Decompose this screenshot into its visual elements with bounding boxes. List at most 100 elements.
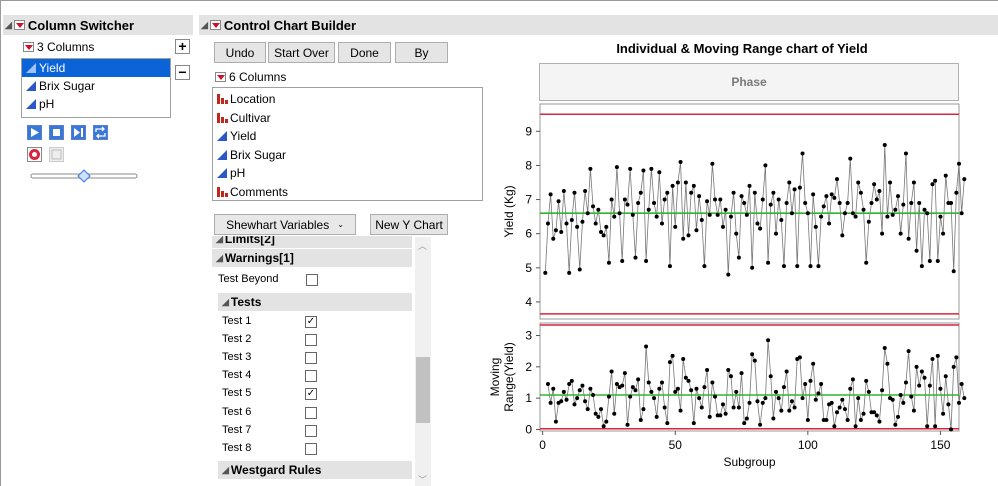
individual-point (824, 194, 829, 199)
test-checkbox[interactable] (305, 370, 317, 383)
column-switcher-item[interactable]: Brix Sugar (22, 77, 170, 95)
test-label: Test 4 (222, 369, 252, 382)
x-tick-label: 50 (669, 438, 683, 452)
warnings-header[interactable]: ◢ Warnings[1] (212, 249, 412, 267)
test-checkbox[interactable] (305, 334, 317, 347)
builder-column-item[interactable]: Cultivar (213, 109, 482, 128)
column-switcher-header[interactable]: ◢ Column Switcher (3, 15, 193, 35)
moving-range-point (628, 394, 633, 399)
scrollbar-thumb[interactable] (416, 357, 430, 423)
individual-point (583, 189, 588, 194)
save-button[interactable] (49, 147, 64, 162)
moving-range-point (805, 418, 810, 423)
record-button[interactable] (27, 147, 42, 162)
individual-point (938, 214, 943, 219)
properties-scrollbar[interactable]: ︿ ﹀ (415, 237, 431, 486)
stop-icon (53, 129, 60, 136)
new-y-chart-button[interactable]: New Y Chart (370, 214, 448, 235)
start-over-button[interactable]: Start Over (268, 42, 335, 63)
x-tick-label: 0 (539, 438, 546, 452)
y-tick-label: 0 (525, 422, 532, 436)
test-checkbox[interactable] (305, 352, 317, 365)
individual-point (933, 178, 938, 183)
loop-icon (95, 126, 106, 139)
disclosure-triangle-icon[interactable]: ◢ (216, 252, 223, 263)
test-checkbox[interactable]: ✓ (305, 388, 317, 401)
red-triangle-menu-icon[interactable] (13, 20, 25, 30)
column-switcher-item[interactable]: pH (22, 95, 170, 113)
scroll-up-icon[interactable]: ︿ (418, 241, 428, 251)
individual-point (848, 156, 853, 161)
column-name: Comments (230, 184, 289, 199)
individual-point (569, 218, 574, 223)
limits-header[interactable]: ◢ Limits[2] (212, 236, 412, 248)
column-switcher-item[interactable]: Yield (22, 59, 170, 77)
test-checkbox[interactable] (305, 406, 317, 419)
by-button[interactable]: By (395, 42, 448, 63)
test-checkbox[interactable]: ✓ (305, 316, 317, 328)
individual-point (760, 197, 765, 202)
builder-column-item[interactable]: Location (213, 90, 482, 109)
moving-range-point (962, 396, 967, 401)
moving-range-point (819, 382, 824, 387)
individual-point (768, 202, 773, 207)
moving-range-point (861, 411, 866, 416)
remove-column-button[interactable]: − (175, 65, 190, 80)
undo-button[interactable]: Undo (214, 42, 266, 63)
limits-label: Limits[2] (224, 236, 275, 246)
disclosure-triangle-icon[interactable]: ◢ (201, 19, 208, 30)
builder-columns-count[interactable]: 6 Columns (215, 69, 286, 85)
moving-range-point (866, 389, 871, 394)
red-triangle-menu-icon[interactable] (23, 42, 34, 52)
moving-range-point (848, 386, 853, 391)
column-switcher-list[interactable]: Yield Brix Sugar pH (21, 58, 171, 118)
moving-range-y-axis-label-line2: Range(Yield) (502, 342, 516, 412)
individual-point (575, 224, 580, 229)
moving-range-point (707, 414, 712, 419)
red-triangle-menu-icon[interactable] (215, 72, 226, 82)
individual-point (662, 197, 667, 202)
disclosure-triangle-icon[interactable]: ◢ (216, 236, 223, 244)
slider-thumb[interactable] (77, 169, 91, 183)
individual-point (795, 264, 800, 269)
add-column-button[interactable]: + (175, 39, 190, 54)
builder-column-item[interactable]: Brix Sugar (213, 146, 482, 165)
step-button[interactable] (71, 125, 86, 140)
moving-range-point (864, 378, 869, 383)
builder-column-item[interactable]: pH (213, 164, 482, 183)
test-checkbox[interactable] (305, 424, 317, 437)
westgard-rules-header[interactable]: ◢ Westgard Rules (218, 461, 412, 479)
individual-point (559, 229, 564, 234)
builder-column-item[interactable]: Comments (213, 183, 482, 202)
moving-range-point (917, 383, 922, 388)
moving-range-point (845, 418, 850, 423)
builder-columns-list[interactable]: Location Cultivar Yield Brix Sugar pH Comment… (212, 87, 483, 201)
red-triangle-menu-icon[interactable] (209, 20, 221, 30)
disclosure-triangle-icon[interactable]: ◢ (5, 19, 12, 30)
disclosure-triangle-icon[interactable]: ◢ (222, 464, 229, 475)
test-beyond-checkbox[interactable] (306, 274, 318, 286)
individual-point (617, 211, 622, 216)
moving-range-point (598, 407, 603, 412)
animation-speed-slider[interactable] (29, 169, 139, 183)
loop-button[interactable] (93, 125, 108, 140)
tests-header[interactable]: ◢ Tests (218, 293, 412, 311)
play-button[interactable] (27, 125, 42, 140)
control-chart-builder-header[interactable]: ◢ Control Chart Builder (199, 15, 998, 35)
phase-drop-zone[interactable]: Phase (539, 63, 959, 101)
test-label: Test 8 (222, 441, 252, 454)
done-button[interactable]: Done (338, 42, 391, 63)
disclosure-triangle-icon[interactable]: ◢ (222, 296, 229, 307)
individual-point (840, 233, 845, 238)
stop-button[interactable] (49, 125, 64, 140)
chart-type-dropdown[interactable]: Shewhart Variables ⌄ (214, 214, 356, 235)
column-switcher-count[interactable]: 3 Columns (23, 39, 94, 55)
individual-point (898, 231, 903, 236)
builder-column-item[interactable]: Yield (213, 127, 482, 146)
moving-range-point (591, 393, 596, 397)
scroll-down-icon[interactable]: ﹀ (418, 475, 428, 485)
test-checkbox[interactable] (305, 442, 317, 455)
moving-range-point (914, 364, 919, 369)
moving-range-point (580, 383, 585, 388)
individual-point (792, 187, 797, 192)
